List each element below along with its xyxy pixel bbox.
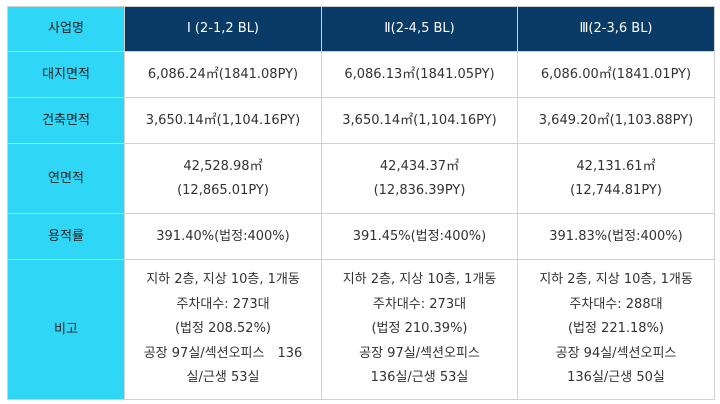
cell-text-line-3: (법정 210.39%) xyxy=(371,321,468,337)
cell-text-line-1: 지하 2층, 지상 10층, 1개동 xyxy=(146,272,300,288)
cell-building-area-2: 3,650.14㎡(1,104.16PY) xyxy=(321,97,518,144)
cell-text: 391.40%(법정:400%) xyxy=(156,228,290,244)
row-header-floor-area-ratio: 용적률 xyxy=(7,213,125,260)
cell-building-area-1: 3,650.14㎡(1,104.16PY) xyxy=(124,97,322,144)
cell-text: 3,650.14㎡(1,104.16PY) xyxy=(145,112,301,128)
cell-gross-floor-area-1: 42,528.98㎡ (12,865.01PY) xyxy=(124,143,322,214)
cell-site-area-3: 6,086.00㎡(1841.01PY) xyxy=(517,51,715,98)
cell-text-line-1: 42,131.61㎡ xyxy=(576,158,656,174)
table-row-site-area: 대지면적 6,086.24㎡(1841.08PY) 6,086.13㎡(1841… xyxy=(7,51,715,98)
corner-header-project-name: 사업명 xyxy=(7,6,125,52)
cell-text-line-4: 공장 94실/섹션오피스 xyxy=(555,345,677,361)
row-header-gross-floor-area: 연면적 xyxy=(7,143,125,214)
cell-text-line-1: 42,528.98㎡ xyxy=(183,158,263,174)
cell-text: 6,086.13㎡(1841.05PY) xyxy=(344,66,495,82)
cell-text-line-2: (12,865.01PY) xyxy=(177,182,269,198)
cell-text-line-1: 지하 2층, 지상 10층, 1개동 xyxy=(342,272,497,288)
table-row-building-area: 건축면적 3,650.14㎡(1,104.16PY) 3,650.14㎡(1,1… xyxy=(7,97,715,144)
cell-text-line-2: 주차대수: 273대 xyxy=(176,296,270,312)
cell-text: 391.83%(법정:400%) xyxy=(549,228,683,244)
cell-text-line-2: (12,744.81PY) xyxy=(570,182,662,198)
cell-text-line-3: (법정 208.52%) xyxy=(174,321,272,337)
cell-text-line-4: 공장 97실/섹션오피스 xyxy=(359,345,480,361)
cell-floor-area-ratio-3: 391.83%(법정:400%) xyxy=(517,213,715,260)
cell-building-area-3: 3,649.20㎡(1,103.88PY) xyxy=(517,97,715,144)
table-header-row: 사업명 Ⅰ (2-1,2 BL) Ⅱ(2-4,5 BL) Ⅲ(2-3,6 BL) xyxy=(7,6,715,52)
cell-text: 391.45%(법정:400%) xyxy=(352,228,487,244)
project-spec-table: 사업명 Ⅰ (2-1,2 BL) Ⅱ(2-4,5 BL) Ⅲ(2-3,6 BL)… xyxy=(7,6,715,400)
column-header-project-1: Ⅰ (2-1,2 BL) xyxy=(124,6,322,52)
project-spec-table-container: 사업명 Ⅰ (2-1,2 BL) Ⅱ(2-4,5 BL) Ⅲ(2-3,6 BL)… xyxy=(7,6,715,400)
cell-notes-1: 지하 2층, 지상 10층, 1개동 주차대수: 273대 (법정 208.52… xyxy=(124,259,322,400)
cell-floor-area-ratio-1: 391.40%(법정:400%) xyxy=(124,213,322,260)
cell-text: 3,650.14㎡(1,104.16PY) xyxy=(342,112,497,128)
cell-gross-floor-area-3: 42,131.61㎡ (12,744.81PY) xyxy=(517,143,715,214)
row-header-building-area: 건축면적 xyxy=(7,97,125,144)
row-header-notes: 비고 xyxy=(7,259,125,400)
cell-text-line-1: 지하 2층, 지상 10층, 1개동 xyxy=(539,272,693,288)
cell-notes-3: 지하 2층, 지상 10층, 1개동 주차대수: 288대 (법정 221.18… xyxy=(517,259,715,400)
cell-text-line-5: 136실/근생 50실 xyxy=(567,370,665,386)
cell-text: 6,086.00㎡(1841.01PY) xyxy=(540,66,692,82)
table-row-notes: 비고 지하 2층, 지상 10층, 1개동 주차대수: 273대 (법정 208… xyxy=(7,259,715,400)
cell-floor-area-ratio-2: 391.45%(법정:400%) xyxy=(321,213,518,260)
cell-text-line-2: 주차대수: 288대 xyxy=(569,296,663,312)
cell-text-line-1: 42,434.37㎡ xyxy=(379,158,460,174)
cell-text-line-5: 실/근생 53실 xyxy=(186,370,260,386)
column-header-project-2: Ⅱ(2-4,5 BL) xyxy=(321,6,518,52)
cell-notes-2: 지하 2층, 지상 10층, 1개동 주차대수: 273대 (법정 210.39… xyxy=(321,259,518,400)
cell-text-line-2: (12,836.39PY) xyxy=(373,182,466,198)
cell-text: 3,649.20㎡(1,103.88PY) xyxy=(538,112,694,128)
cell-text-line-4: 공장 97실/섹션오피스 136 xyxy=(143,345,303,361)
cell-text-line-5: 136실/근생 53실 xyxy=(370,370,469,386)
cell-site-area-1: 6,086.24㎡(1841.08PY) xyxy=(124,51,322,98)
table-row-gross-floor-area: 연면적 42,528.98㎡ (12,865.01PY) 42,434.37㎡ … xyxy=(7,143,715,214)
table-row-floor-area-ratio: 용적률 391.40%(법정:400%) 391.45%(법정:400%) 39… xyxy=(7,213,715,260)
cell-text-line-2: 주차대수: 273대 xyxy=(372,296,467,312)
column-header-project-3: Ⅲ(2-3,6 BL) xyxy=(517,6,715,52)
cell-text-line-3: (법정 221.18%) xyxy=(567,321,665,337)
cell-gross-floor-area-2: 42,434.37㎡ (12,836.39PY) xyxy=(321,143,518,214)
cell-site-area-2: 6,086.13㎡(1841.05PY) xyxy=(321,51,518,98)
row-header-site-area: 대지면적 xyxy=(7,51,125,98)
cell-text: 6,086.24㎡(1841.08PY) xyxy=(147,66,299,82)
